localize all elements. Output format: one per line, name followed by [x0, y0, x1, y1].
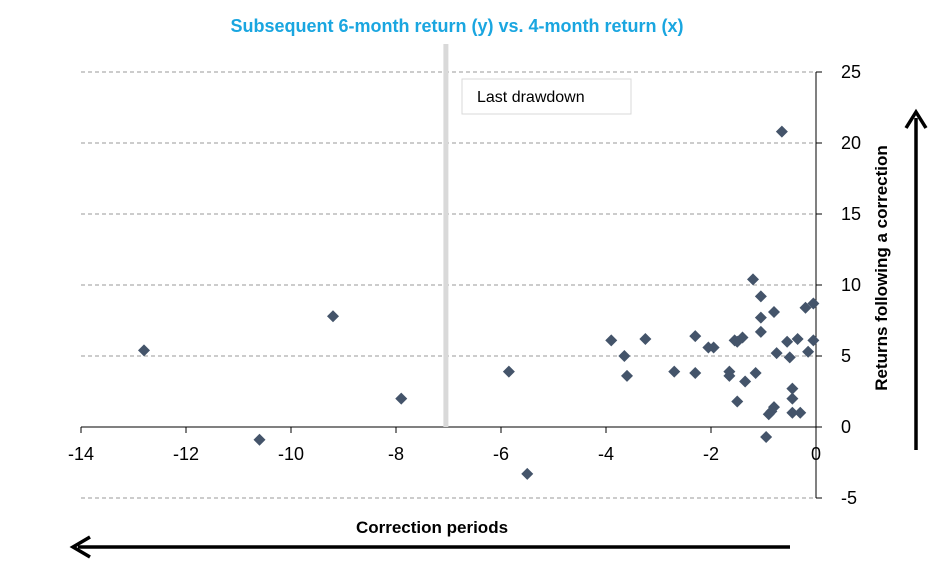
data-point — [138, 344, 150, 357]
grid-lines — [81, 71, 816, 499]
data-point — [736, 331, 749, 344]
x-tick-label: -2 — [703, 444, 719, 464]
data-point — [621, 369, 633, 382]
x-tick-label: -10 — [278, 444, 304, 464]
x-tick-label: -14 — [68, 444, 94, 464]
data-point — [747, 273, 759, 286]
data-point — [395, 392, 408, 405]
data-point — [754, 311, 767, 324]
data-point — [639, 332, 652, 345]
data-point — [689, 330, 702, 343]
data-point — [668, 365, 681, 378]
y-tick-label: 20 — [841, 133, 861, 153]
data-point — [749, 367, 762, 380]
data-point — [768, 305, 780, 318]
x-tick-label: 0 — [811, 444, 821, 464]
data-point — [502, 365, 515, 378]
data-point — [768, 401, 780, 414]
data-point — [327, 310, 339, 323]
x-tick-label: -6 — [493, 444, 509, 464]
data-point — [739, 375, 752, 388]
data-point — [783, 351, 796, 364]
y-tick-label: -5 — [841, 488, 857, 508]
data-point — [807, 334, 820, 347]
data-point — [760, 430, 773, 443]
up-arrow — [904, 108, 928, 450]
data-point — [786, 382, 799, 395]
data-points — [138, 125, 820, 480]
data-point — [791, 332, 804, 345]
x-tick-label: -12 — [173, 444, 199, 464]
y-tick-label: 5 — [841, 346, 851, 366]
data-point — [605, 334, 618, 347]
axes — [80, 71, 822, 499]
data-point — [689, 367, 702, 380]
data-point — [754, 325, 767, 338]
y-tick-labels: -5 0 5 10 15 20 25 — [841, 62, 861, 508]
chart-title: Subsequent 6-month return (y) vs. 4-mont… — [230, 16, 683, 36]
data-point — [786, 406, 799, 419]
data-point — [253, 433, 266, 446]
data-point — [770, 347, 783, 360]
x-tick-label: -8 — [388, 444, 404, 464]
data-point — [707, 341, 720, 354]
data-point — [802, 345, 815, 358]
y-axis-label: Returns following a correction — [872, 145, 891, 391]
data-point — [754, 290, 767, 303]
annotation-label: Last drawdown — [477, 89, 585, 106]
x-tick-labels: -14 -12 -10 -8 -6 -4 -2 0 — [68, 444, 821, 464]
data-point — [618, 350, 631, 362]
data-point — [799, 301, 812, 314]
x-axis-label: Correction periods — [356, 518, 508, 537]
y-tick-label: 25 — [841, 62, 861, 82]
data-point — [786, 392, 799, 405]
y-tick-label: 15 — [841, 204, 861, 224]
data-point — [794, 406, 807, 419]
y-tick-label: 10 — [841, 275, 861, 295]
left-arrow — [69, 535, 790, 559]
data-point — [731, 395, 744, 408]
data-point — [781, 335, 794, 348]
annotation-box: Last drawdown — [461, 78, 632, 115]
y-tick-label: 0 — [841, 417, 851, 437]
data-point — [723, 369, 736, 382]
data-point — [521, 467, 534, 480]
data-point — [775, 125, 788, 138]
data-point — [807, 297, 820, 310]
x-tick-label: -4 — [598, 444, 614, 464]
